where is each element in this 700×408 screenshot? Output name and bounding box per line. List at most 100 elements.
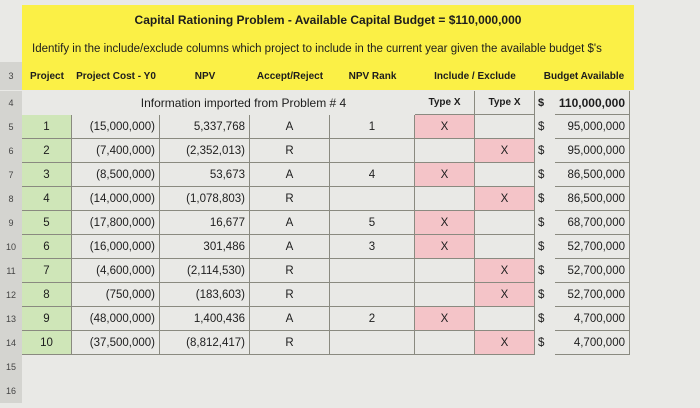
- column-header: NPV Rank: [348, 70, 397, 82]
- project-cost: (7,400,000): [72, 139, 160, 163]
- row-number: 6: [0, 139, 22, 163]
- include: [415, 283, 475, 307]
- accept-reject: A: [250, 307, 330, 331]
- include: X: [415, 163, 475, 187]
- npv: 16,677: [160, 211, 250, 235]
- exclude: [475, 211, 535, 235]
- project-cost: (48,000,000): [72, 307, 160, 331]
- column-header: Include / Exclude: [434, 70, 516, 82]
- npv: (2,352,013): [160, 139, 250, 163]
- accept-reject: R: [250, 283, 330, 307]
- budget-available: 52,700,000: [555, 235, 630, 259]
- currency: $: [538, 169, 545, 181]
- currency: $: [538, 97, 545, 109]
- npv: 53,673: [160, 163, 250, 187]
- budget-available: 86,500,000: [555, 187, 630, 211]
- include: X: [415, 115, 475, 139]
- budget-available: 52,700,000: [555, 283, 630, 307]
- currency: $: [538, 121, 545, 133]
- budget-available: 52,700,000: [555, 259, 630, 283]
- project-cost: (15,000,000): [72, 115, 160, 139]
- currency: $: [538, 193, 545, 205]
- budget-available: 4,700,000: [555, 331, 630, 355]
- currency: $: [538, 241, 545, 253]
- instruction: Identify in the include/exclude columns …: [22, 35, 634, 62]
- column-header: Project: [30, 70, 64, 82]
- npv-rank: [330, 283, 415, 307]
- accept-reject: A: [250, 211, 330, 235]
- project-cost: (750,000): [72, 283, 160, 307]
- npv-rank: 1: [330, 115, 415, 139]
- include: [415, 187, 475, 211]
- row-number: 10: [0, 235, 22, 259]
- npv-rank: [330, 331, 415, 355]
- header-band: [22, 62, 634, 90]
- currency: $: [538, 145, 545, 157]
- accept-reject: R: [250, 187, 330, 211]
- include: X: [415, 307, 475, 331]
- exclude-type: Type X: [475, 91, 535, 115]
- exclude: [475, 115, 535, 139]
- project: 2: [22, 139, 72, 163]
- budget-available: 95,000,000: [555, 139, 630, 163]
- exclude: [475, 307, 535, 331]
- row-number: 8: [0, 187, 22, 211]
- exclude: X: [475, 139, 535, 163]
- npv: (8,812,417): [160, 331, 250, 355]
- row-number: 9: [0, 211, 22, 235]
- column-header: Accept/Reject: [256, 70, 324, 82]
- row-number: 12: [0, 283, 22, 307]
- project-cost: (16,000,000): [72, 235, 160, 259]
- accept-reject: A: [250, 115, 330, 139]
- npv-rank: 2: [330, 307, 415, 331]
- column-header: Budget Available: [543, 70, 625, 82]
- npv: (183,603): [160, 283, 250, 307]
- exclude: X: [475, 259, 535, 283]
- npv: 5,337,768: [160, 115, 250, 139]
- initial-budget: 110,000,000: [555, 91, 630, 115]
- row-number: 4: [0, 91, 22, 115]
- row-number: 3: [0, 62, 22, 90]
- include: [415, 331, 475, 355]
- npv: 1,400,436: [160, 307, 250, 331]
- project-cost: (4,600,000): [72, 259, 160, 283]
- exclude: X: [475, 283, 535, 307]
- exclude: [475, 163, 535, 187]
- project-cost: (37,500,000): [72, 331, 160, 355]
- npv-rank: [330, 259, 415, 283]
- accept-reject: A: [250, 163, 330, 187]
- exclude: X: [475, 187, 535, 211]
- accept-reject: A: [250, 235, 330, 259]
- include: [415, 259, 475, 283]
- npv-rank: [330, 139, 415, 163]
- row-number: 5: [0, 115, 22, 139]
- budget-available: 86,500,000: [555, 163, 630, 187]
- budget-available: 68,700,000: [555, 211, 630, 235]
- title: Capital Rationing Problem - Available Ca…: [22, 5, 634, 35]
- project: 1: [22, 115, 72, 139]
- project: 8: [22, 283, 72, 307]
- row-number: 14: [0, 331, 22, 355]
- currency: $: [538, 313, 545, 325]
- column-header: NPV: [194, 70, 216, 82]
- project: 3: [22, 163, 72, 187]
- row-number: 13: [0, 307, 22, 331]
- include: X: [415, 235, 475, 259]
- project: 9: [22, 307, 72, 331]
- accept-reject: R: [250, 259, 330, 283]
- project: 5: [22, 211, 72, 235]
- exclude: X: [475, 331, 535, 355]
- row-number: 16: [0, 379, 22, 403]
- project-cost: (8,500,000): [72, 163, 160, 187]
- exclude: [475, 235, 535, 259]
- column-header: Project Cost - Y0: [76, 70, 156, 82]
- npv: 301,486: [160, 235, 250, 259]
- currency: $: [538, 289, 545, 301]
- currency: $: [538, 217, 545, 229]
- row-number: 15: [0, 355, 22, 379]
- npv-rank: [330, 187, 415, 211]
- include: X: [415, 211, 475, 235]
- include: [415, 139, 475, 163]
- npv-rank: 3: [330, 235, 415, 259]
- accept-reject: R: [250, 139, 330, 163]
